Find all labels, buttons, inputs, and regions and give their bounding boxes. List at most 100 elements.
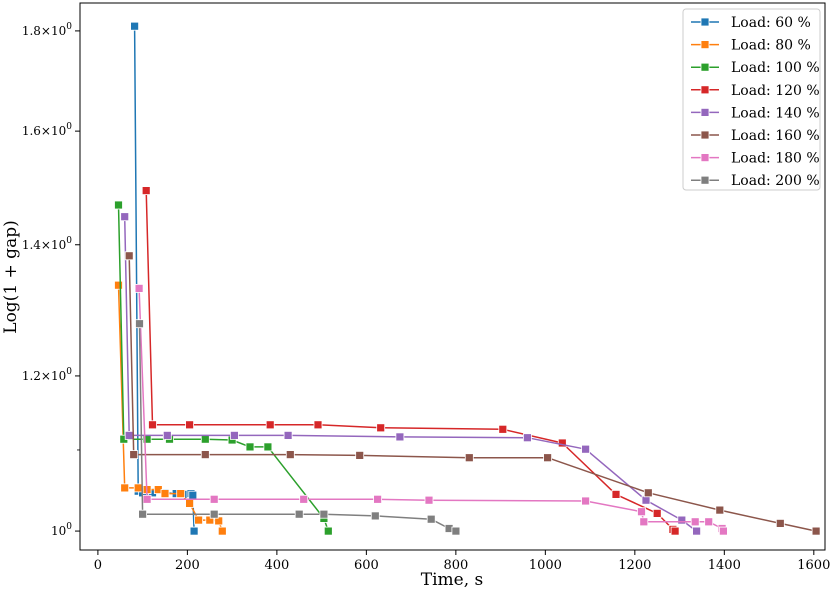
x-tick-label: 0	[94, 558, 102, 573]
data-point	[160, 489, 170, 499]
legend-entry: Load: 180 %	[731, 151, 820, 167]
data-point	[114, 280, 123, 290]
legend-entry: Load: 200 %	[731, 173, 820, 189]
data-point	[217, 526, 227, 536]
x-tick-label: 600	[354, 558, 379, 573]
y-tick-label: 1.4×100	[22, 236, 72, 252]
data-point	[135, 319, 144, 329]
data-point	[176, 489, 186, 499]
data-point	[263, 442, 273, 452]
data-point	[355, 450, 365, 460]
data-point	[200, 434, 210, 444]
data-point	[581, 496, 590, 506]
data-point	[523, 433, 532, 443]
data-point	[543, 453, 552, 463]
data-point	[130, 21, 140, 31]
x-axis-label: Time, s	[421, 570, 484, 590]
x-tick-label: 1200	[618, 558, 651, 573]
data-point	[188, 490, 198, 500]
data-point	[189, 526, 199, 536]
data-point	[148, 420, 157, 430]
x-tick-label: 800	[443, 558, 468, 573]
data-point	[376, 423, 386, 433]
data-point	[637, 507, 646, 517]
data-point	[557, 438, 567, 448]
data-point	[611, 489, 621, 499]
x-tick-label: 1400	[708, 558, 741, 573]
data-point	[185, 498, 195, 508]
series-5	[124, 251, 821, 536]
series-line	[117, 204, 330, 532]
legend-swatch-marker	[700, 108, 710, 117]
data-point	[129, 450, 139, 460]
data-point	[652, 508, 662, 518]
data-point	[134, 283, 144, 293]
legend-swatch-marker	[700, 153, 710, 163]
data-point	[370, 511, 380, 521]
data-point	[214, 516, 224, 526]
data-point	[209, 509, 219, 519]
data-point	[811, 526, 821, 536]
data-point	[639, 517, 649, 527]
legend-swatch-marker	[700, 130, 710, 140]
x-tick-label: 200	[175, 558, 200, 573]
data-point	[245, 442, 255, 452]
data-point	[209, 494, 219, 504]
data-point	[670, 526, 680, 536]
legend: Load: 60 % Load: 80 % Load: 100 % Load: 120…	[682, 8, 821, 191]
legend-swatch-marker	[700, 85, 710, 95]
data-point	[138, 509, 148, 519]
legend-swatch-marker	[700, 62, 710, 72]
data-point	[498, 424, 508, 434]
data-point	[715, 505, 725, 515]
legend-entry: Load: 60 %	[731, 15, 811, 31]
data-point	[313, 420, 323, 430]
legend-entry: Load: 160 %	[731, 128, 820, 144]
series-layer	[114, 21, 821, 536]
legend-swatch-marker	[700, 17, 710, 27]
data-point	[185, 420, 195, 430]
data-point	[120, 212, 130, 222]
data-point	[719, 526, 728, 536]
y-axis-label: Log(1 + gap)	[1, 220, 21, 333]
data-point	[265, 420, 275, 430]
x-tick-label: 400	[264, 558, 289, 573]
data-point	[677, 515, 687, 525]
legend-entry: Load: 80 %	[731, 38, 811, 54]
legend-entry: Load: 100 %	[731, 60, 820, 76]
data-point	[581, 444, 590, 454]
data-point	[141, 186, 151, 196]
data-point	[162, 430, 172, 440]
data-point	[775, 519, 785, 528]
data-point	[641, 495, 651, 505]
data-point	[643, 488, 653, 498]
series-3	[141, 186, 680, 536]
data-point	[294, 509, 304, 519]
series-4	[120, 212, 701, 536]
data-point	[451, 526, 461, 536]
data-point	[200, 450, 210, 460]
data-point	[319, 509, 329, 519]
data-point	[395, 432, 405, 442]
data-point	[114, 200, 123, 210]
y-axis: 100 1.2×100 1.4×100 1.6×100 1.8×100	[22, 22, 80, 538]
y-tick-label: 1.8×100	[22, 22, 72, 38]
x-tick-label: 1600	[797, 558, 830, 573]
data-point	[692, 526, 701, 536]
data-point	[426, 514, 436, 524]
data-point	[124, 430, 134, 440]
data-point	[120, 483, 130, 493]
series-1	[114, 280, 227, 536]
legend-entry: Load: 120 %	[731, 83, 820, 99]
legend-entry: Load: 140 %	[731, 105, 820, 121]
data-point	[229, 430, 239, 440]
plot-frame	[79, 2, 826, 551]
y-tick-label: 1.2×100	[22, 367, 72, 383]
legend-box	[682, 8, 821, 191]
data-point	[194, 515, 204, 525]
data-point	[133, 483, 143, 493]
data-point	[285, 450, 295, 460]
data-point	[142, 494, 152, 504]
series-6	[134, 283, 728, 536]
y-tick-label: 100	[51, 522, 72, 538]
